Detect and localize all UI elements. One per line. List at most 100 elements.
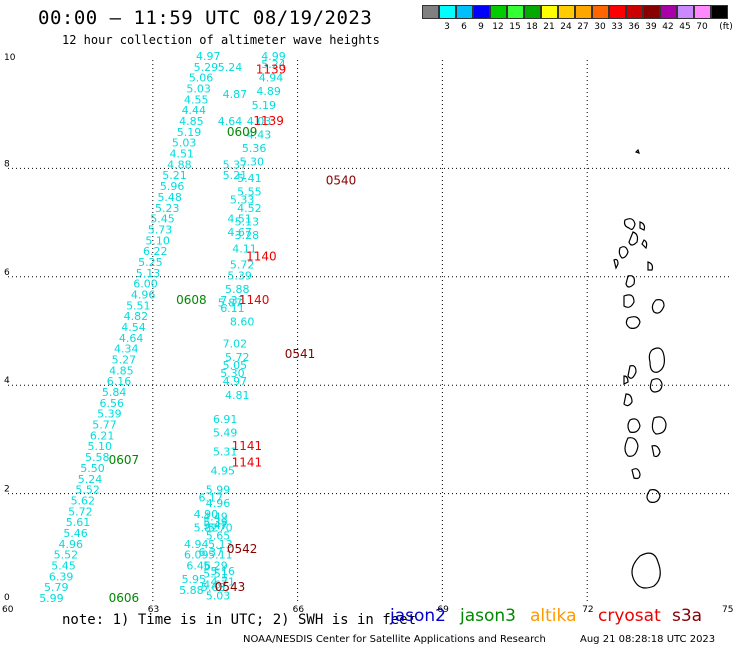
- colorbar-label: 30: [594, 22, 606, 32]
- swh-value: 3.28: [235, 229, 260, 242]
- swh-value: 5.48: [157, 191, 182, 204]
- swh-value: 5.27: [112, 354, 137, 367]
- pass-time-label: 0606: [109, 591, 140, 605]
- colorbar-swatch: [711, 5, 728, 19]
- pass-time-label: 0609: [227, 125, 258, 139]
- swh-value: 4.97: [196, 50, 221, 63]
- colorbar-swatch: [473, 5, 490, 19]
- swh-value: 7.02: [223, 337, 248, 350]
- swh-value: 5.03: [172, 137, 197, 150]
- swh-value: 5.79: [44, 581, 69, 594]
- swh-value: 4.97: [223, 375, 248, 388]
- colorbar-swatch: [694, 5, 711, 19]
- swh-value: 5.11: [208, 549, 233, 562]
- swh-value: 5.55: [237, 186, 262, 199]
- colorbar-swatch: [422, 5, 439, 19]
- colorbar-label: 39: [645, 22, 657, 32]
- pass-time-label: 1139: [256, 63, 287, 77]
- island-outline: [651, 416, 667, 458]
- swh-value: 4.90: [194, 508, 219, 521]
- swh-value: 5.51: [126, 299, 151, 312]
- swh-value: 5.41: [237, 172, 262, 185]
- swh-value: 5.77: [92, 419, 117, 432]
- swh-value: 6.46: [186, 559, 211, 572]
- swh-value: 5.33: [230, 194, 255, 207]
- swh-value: 5.87: [218, 297, 243, 310]
- pass-time-label: 0540: [326, 174, 357, 188]
- colorbar-swatch: [609, 5, 626, 19]
- map-grid: [8, 60, 732, 602]
- swh-value: 6.09: [184, 549, 209, 562]
- colorbar-label: 9: [478, 22, 484, 32]
- units-note: note: 1) Time is in UTC; 2) SWH is in fe…: [62, 612, 417, 628]
- swh-readings: 5.995.796.395.455.524.965.465.615.725.62…: [39, 50, 286, 605]
- swh-value: 4.94: [184, 538, 209, 551]
- swh-value: 5.84: [102, 386, 127, 399]
- pass-time-label: 1139: [253, 114, 284, 128]
- colorbar-label: 45: [679, 22, 691, 32]
- swh-value: 5.31: [213, 446, 238, 459]
- colorbar-swatch: [541, 5, 558, 19]
- colorbar-swatch: [490, 5, 507, 19]
- swh-value: 4.85: [109, 364, 134, 377]
- x-tick-label: 60: [2, 605, 14, 615]
- swh-value: 5.37: [223, 158, 248, 171]
- swh-value: 5.46: [63, 527, 88, 540]
- swh-value: 4.95: [211, 465, 236, 478]
- y-tick-label: 2: [4, 485, 10, 495]
- pass-time-label: 0543: [215, 580, 246, 594]
- swh-value: 6.11: [220, 302, 245, 315]
- swh-value: 5.13: [235, 215, 260, 228]
- swh-value: 5.21: [223, 169, 248, 182]
- y-tick-label: 4: [4, 376, 10, 386]
- swh-value: 5.72: [225, 351, 250, 364]
- swh-value: 4.96: [206, 497, 231, 510]
- island-outline: [624, 418, 641, 457]
- swh-value: 4.96: [58, 538, 83, 551]
- pass-time-label: 0542: [227, 542, 258, 556]
- swh-value: 5.30: [239, 156, 264, 169]
- swh-value: 4.11: [232, 242, 257, 255]
- colorbar-unit: (ft): [719, 22, 733, 32]
- swh-value: 5.29: [194, 61, 219, 74]
- pass-time-label: 1140: [239, 293, 270, 307]
- swh-value: 5.58: [85, 451, 110, 464]
- swh-value: 4.03: [247, 115, 272, 128]
- swh-value: 4.87: [223, 88, 248, 101]
- swh-value: 5.16: [211, 565, 236, 578]
- swh-value: 4.67: [203, 578, 228, 591]
- maldives-coastline: [613, 148, 667, 589]
- swh-value: 5.88: [179, 584, 204, 597]
- swh-value: 4.64: [218, 115, 243, 128]
- swh-value: 6.39: [49, 570, 74, 583]
- swh-value: 5.99: [39, 592, 64, 605]
- colorbar-label: 12: [492, 22, 504, 32]
- swh-value: 5.39: [227, 270, 252, 283]
- pass-time-label: 0607: [109, 453, 140, 467]
- swh-value: 5.82: [194, 522, 219, 535]
- swh-value: 5.21: [162, 169, 187, 182]
- swh-value: 5.95: [182, 573, 207, 586]
- colorbar-swatch: [456, 5, 473, 19]
- colorbar-label: 27: [577, 22, 589, 32]
- swh-value: 5.96: [160, 180, 185, 193]
- pass-time-label: 1141: [232, 456, 263, 470]
- y-tick-label: 6: [4, 268, 10, 278]
- footer-organization: NOAA/NESDIS Center for Satellite Applica…: [243, 634, 546, 645]
- swh-value: 5.13: [136, 267, 161, 280]
- swh-value: 5.03: [206, 589, 231, 602]
- colorbar-label: 3: [444, 22, 450, 32]
- x-tick-label: 72: [582, 605, 593, 615]
- swh-value: 5.24: [261, 58, 286, 71]
- swh-value: 5.88: [225, 283, 250, 296]
- swh-value: 4.96: [131, 288, 156, 301]
- swh-value: 5.45: [150, 213, 175, 226]
- island-outline: [623, 365, 637, 407]
- x-tick-label: 69: [437, 605, 449, 615]
- colorbar-swatch: [677, 5, 694, 19]
- y-tick-label: 0: [4, 593, 10, 603]
- island-outline: [631, 468, 641, 480]
- swh-value: 5.10: [87, 440, 112, 453]
- island-outline: [646, 489, 661, 503]
- y-tick-label: 10: [4, 53, 16, 63]
